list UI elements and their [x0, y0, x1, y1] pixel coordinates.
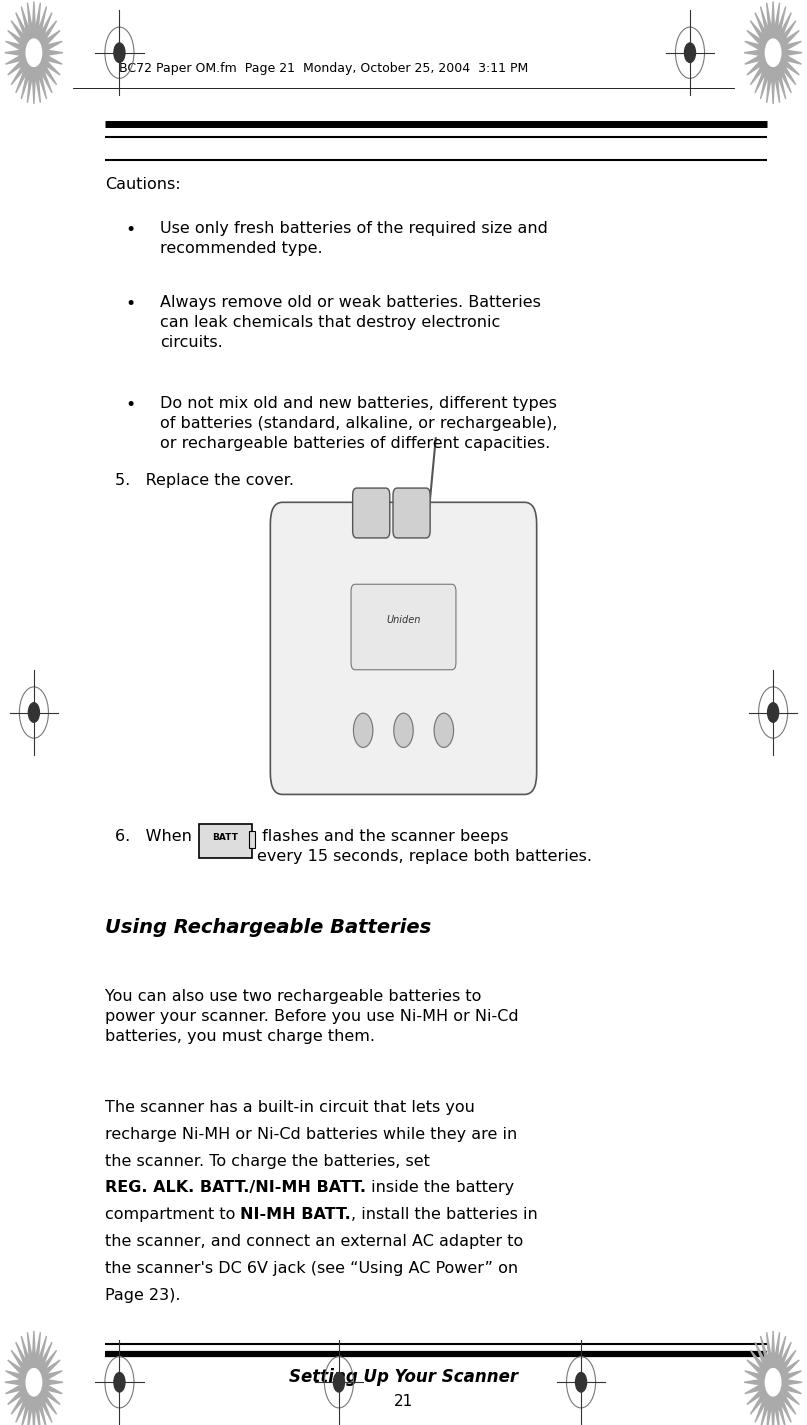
Text: NI-MH BATT.: NI-MH BATT. — [240, 1207, 351, 1223]
Text: Cautions:: Cautions: — [105, 177, 181, 192]
Polygon shape — [744, 1331, 802, 1425]
Text: You can also use two rechargeable batteries to
power your scanner. Before you us: You can also use two rechargeable batter… — [105, 989, 519, 1045]
Circle shape — [28, 703, 40, 722]
Text: •: • — [125, 396, 136, 415]
Text: 21: 21 — [394, 1394, 413, 1409]
Circle shape — [353, 712, 373, 747]
Text: Using Rechargeable Batteries: Using Rechargeable Batteries — [105, 918, 431, 936]
Text: the scanner's DC 6V jack (see “Using AC Power” on: the scanner's DC 6V jack (see “Using AC … — [105, 1261, 518, 1275]
FancyBboxPatch shape — [270, 503, 537, 795]
Text: , install the batteries in: , install the batteries in — [351, 1207, 538, 1223]
Polygon shape — [744, 1, 802, 104]
Text: REG. ALK. BATT./NI-MH BATT.: REG. ALK. BATT./NI-MH BATT. — [105, 1180, 366, 1196]
Text: inside the battery: inside the battery — [366, 1180, 514, 1196]
Text: flashes and the scanner beeps
every 15 seconds, replace both batteries.: flashes and the scanner beeps every 15 s… — [257, 829, 592, 865]
Circle shape — [333, 1372, 345, 1392]
Circle shape — [684, 43, 696, 63]
FancyBboxPatch shape — [393, 487, 430, 537]
Text: recharge Ni-MH or Ni-Cd batteries while they are in: recharge Ni-MH or Ni-Cd batteries while … — [105, 1127, 517, 1141]
Circle shape — [114, 1372, 125, 1392]
Text: Uniden: Uniden — [387, 614, 420, 626]
Text: 6.   When: 6. When — [115, 829, 191, 845]
Text: the scanner, and connect an external AC adapter to: the scanner, and connect an external AC … — [105, 1234, 523, 1250]
Text: The scanner has a built-in circuit that lets you: The scanner has a built-in circuit that … — [105, 1100, 475, 1116]
FancyBboxPatch shape — [249, 831, 255, 848]
Polygon shape — [5, 1331, 63, 1425]
Text: Page 23).: Page 23). — [105, 1288, 181, 1302]
Circle shape — [767, 703, 779, 722]
Text: Use only fresh batteries of the required size and
recommended type.: Use only fresh batteries of the required… — [160, 221, 548, 256]
Circle shape — [765, 38, 781, 67]
Text: BATT: BATT — [212, 834, 238, 842]
Text: Always remove old or weak batteries. Batteries
can leak chemicals that destroy e: Always remove old or weak batteries. Bat… — [160, 295, 541, 351]
Circle shape — [575, 1372, 587, 1392]
Text: Do not mix old and new batteries, different types
of batteries (standard, alkali: Do not mix old and new batteries, differ… — [160, 396, 558, 452]
FancyBboxPatch shape — [351, 584, 456, 670]
Text: the scanner. To charge the batteries, set: the scanner. To charge the batteries, se… — [105, 1154, 430, 1168]
Text: BC72 Paper OM.fm  Page 21  Monday, October 25, 2004  3:11 PM: BC72 Paper OM.fm Page 21 Monday, October… — [119, 61, 529, 76]
FancyBboxPatch shape — [353, 487, 390, 537]
Circle shape — [26, 38, 42, 67]
Circle shape — [434, 712, 454, 747]
Text: •: • — [125, 221, 136, 239]
Circle shape — [394, 712, 413, 747]
Text: •: • — [125, 295, 136, 314]
Text: 5.   Replace the cover.: 5. Replace the cover. — [115, 473, 294, 489]
Polygon shape — [5, 1, 63, 104]
Text: compartment to: compartment to — [105, 1207, 240, 1223]
FancyBboxPatch shape — [199, 824, 252, 858]
Circle shape — [26, 1368, 42, 1396]
Circle shape — [765, 1368, 781, 1396]
Circle shape — [114, 43, 125, 63]
Text: Setting Up Your Scanner: Setting Up Your Scanner — [289, 1368, 518, 1387]
